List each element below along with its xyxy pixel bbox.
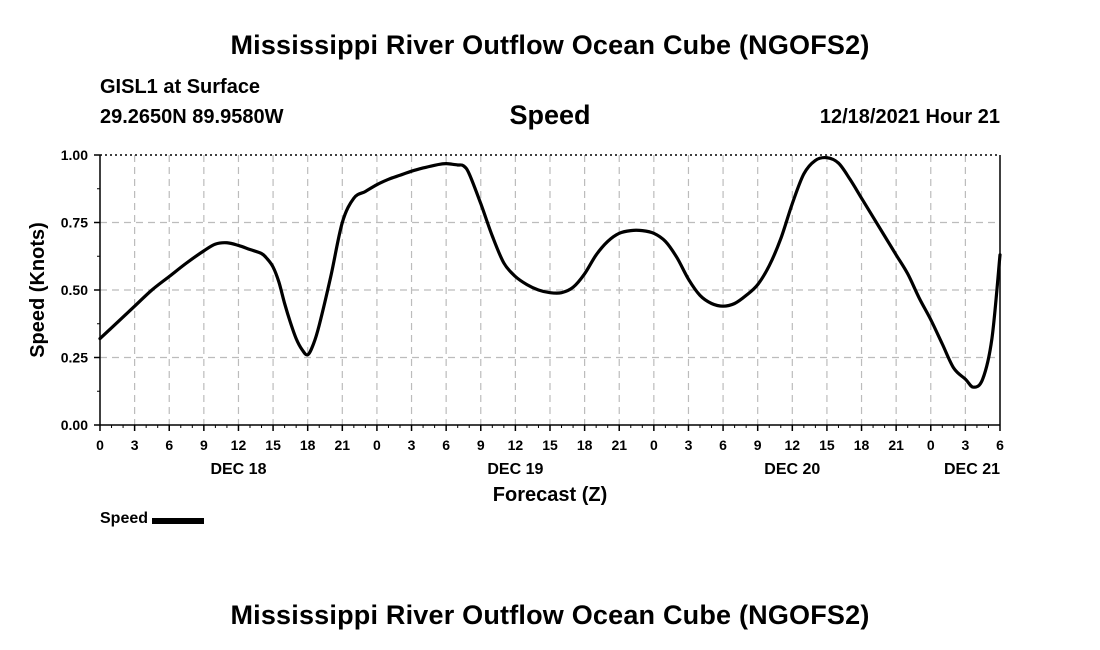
x-tick-label: 6 [165, 437, 173, 453]
y-tick-label: 1.00 [61, 147, 88, 163]
x-tick-label: 18 [300, 437, 316, 453]
x-tick-label: 3 [961, 437, 969, 453]
y-tick-label: 0.50 [61, 282, 88, 298]
station-coordinates: 29.2650N 89.9580W [100, 106, 284, 128]
series-layer [98, 155, 1002, 389]
x-tick-label: 3 [685, 437, 693, 453]
legend-swatch [152, 517, 205, 524]
grid [100, 154, 1000, 425]
x-tick-label: 6 [442, 437, 450, 453]
day-label: DEC 18 [210, 461, 266, 478]
y-tick-label: 0.25 [61, 350, 88, 366]
x-tick-label: 12 [231, 437, 247, 453]
x-axis-label: Forecast (Z) [493, 484, 607, 506]
chart-title: Mississippi River Outflow Ocean Cube (NG… [230, 30, 870, 60]
x-tick-label: 0 [96, 437, 104, 453]
x-tick-label: 9 [754, 437, 762, 453]
y-tick-label: 0.00 [61, 417, 88, 433]
station-name: GISL1 at Surface [100, 76, 261, 98]
x-tick-label: 3 [408, 437, 416, 453]
x-tick-label: 9 [477, 437, 485, 453]
x-tick-label: 15 [265, 437, 281, 453]
day-label: DEC 19 [487, 461, 543, 478]
day-label: DEC 20 [764, 461, 820, 478]
x-tick-label: 3 [131, 437, 139, 453]
x-tick-label: 0 [373, 437, 381, 453]
x-tick-label: 15 [542, 437, 558, 453]
speed-series-line [98, 155, 1002, 389]
day-label: DEC 21 [944, 461, 1000, 478]
y-axis-label: Speed (Knots) [27, 222, 49, 358]
forecast-datetime: 12/18/2021 Hour 21 [819, 106, 1000, 128]
legend-label: Speed [100, 510, 149, 527]
x-tick-label: 0 [650, 437, 658, 453]
x-tick-label: 21 [335, 437, 351, 453]
labels: Forecast (Z) Speed (Knots) [27, 222, 607, 506]
legend: Speed [100, 510, 205, 528]
x-tick-label: 15 [819, 437, 835, 453]
axes: 0.00 0.25 0.50 0.75 1.00 0 3 6 9 12 15 18 21 0 3 6 9 12 15… [61, 147, 1004, 478]
x-tick-label: 12 [785, 437, 801, 453]
x-tick-label: 12 [508, 437, 524, 453]
x-tick-label: 9 [200, 437, 208, 453]
y-tick-label: 0.75 [61, 215, 88, 231]
x-tick-label: 18 [577, 437, 593, 453]
x-tick-label: 0 [927, 437, 935, 453]
footer-title: Mississippi River Outflow Ocean Cube (NG… [230, 600, 870, 630]
x-tick-label: 6 [719, 437, 727, 453]
x-tick-label: 18 [854, 437, 870, 453]
x-tick-label: 6 [996, 437, 1004, 453]
x-tick-label: 21 [611, 437, 627, 453]
x-tick-label: 21 [888, 437, 904, 453]
variable-title: Speed [509, 100, 591, 130]
